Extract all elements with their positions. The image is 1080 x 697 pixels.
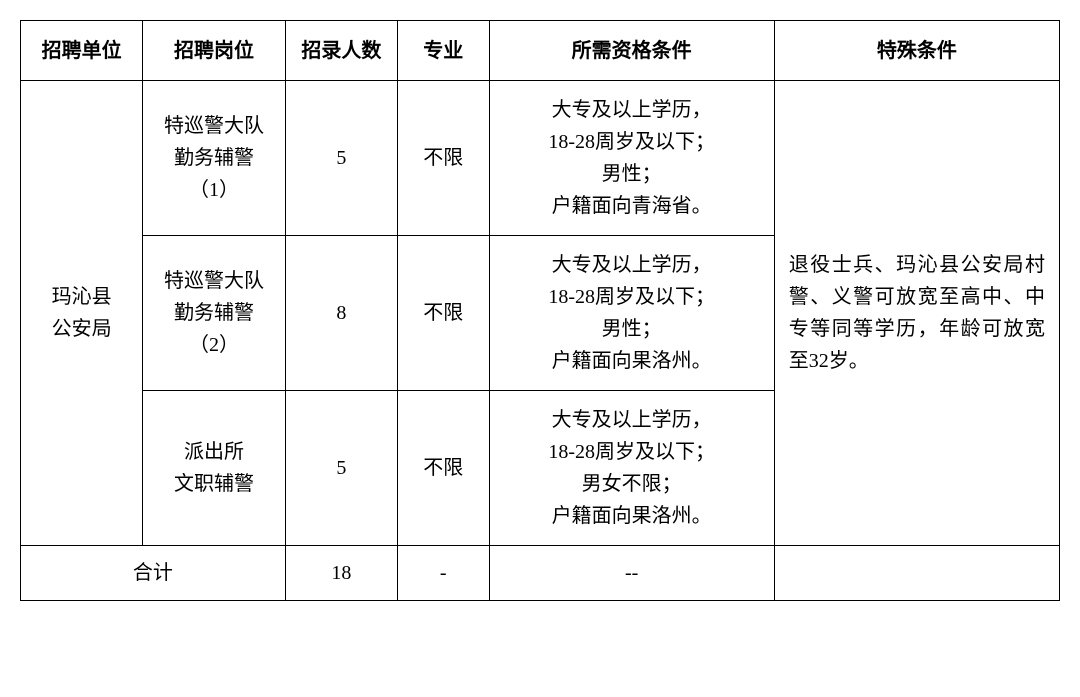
header-unit: 招聘单位: [21, 21, 143, 81]
cell-total-label: 合计: [21, 546, 286, 601]
cell-major: 不限: [397, 391, 489, 546]
cell-position: 派出所 文职辅警: [143, 391, 286, 546]
recruitment-table: 招聘单位 招聘岗位 招录人数 专业 所需资格条件 特殊条件 玛沁县 公安局 特巡…: [20, 20, 1060, 601]
cell-position: 特巡警大队 勤务辅警 （1）: [143, 81, 286, 236]
table-header-row: 招聘单位 招聘岗位 招录人数 专业 所需资格条件 特殊条件: [21, 21, 1060, 81]
cell-major: 不限: [397, 236, 489, 391]
cell-total-count: 18: [285, 546, 397, 601]
header-major: 专业: [397, 21, 489, 81]
table-row: 玛沁县 公安局 特巡警大队 勤务辅警 （1） 5 不限 大专及以上学历， 18-…: [21, 81, 1060, 236]
cell-count: 8: [285, 236, 397, 391]
cell-unit: 玛沁县 公安局: [21, 81, 143, 546]
cell-total-major: -: [397, 546, 489, 601]
cell-major: 不限: [397, 81, 489, 236]
cell-qualification: 大专及以上学历， 18-28周岁及以下； 男性； 户籍面向果洛州。: [489, 236, 774, 391]
header-special: 特殊条件: [774, 21, 1059, 81]
cell-qualification: 大专及以上学历， 18-28周岁及以下； 男性； 户籍面向青海省。: [489, 81, 774, 236]
cell-count: 5: [285, 81, 397, 236]
cell-special: 退役士兵、玛沁县公安局村警、义警可放宽至高中、中专等同等学历，年龄可放宽至32岁…: [774, 81, 1059, 546]
cell-total-special: [774, 546, 1059, 601]
header-position: 招聘岗位: [143, 21, 286, 81]
cell-position: 特巡警大队 勤务辅警 （2）: [143, 236, 286, 391]
cell-count: 5: [285, 391, 397, 546]
header-count: 招录人数: [285, 21, 397, 81]
cell-qualification: 大专及以上学历， 18-28周岁及以下； 男女不限； 户籍面向果洛州。: [489, 391, 774, 546]
cell-total-qualification: --: [489, 546, 774, 601]
table-total-row: 合计 18 - --: [21, 546, 1060, 601]
header-qualification: 所需资格条件: [489, 21, 774, 81]
